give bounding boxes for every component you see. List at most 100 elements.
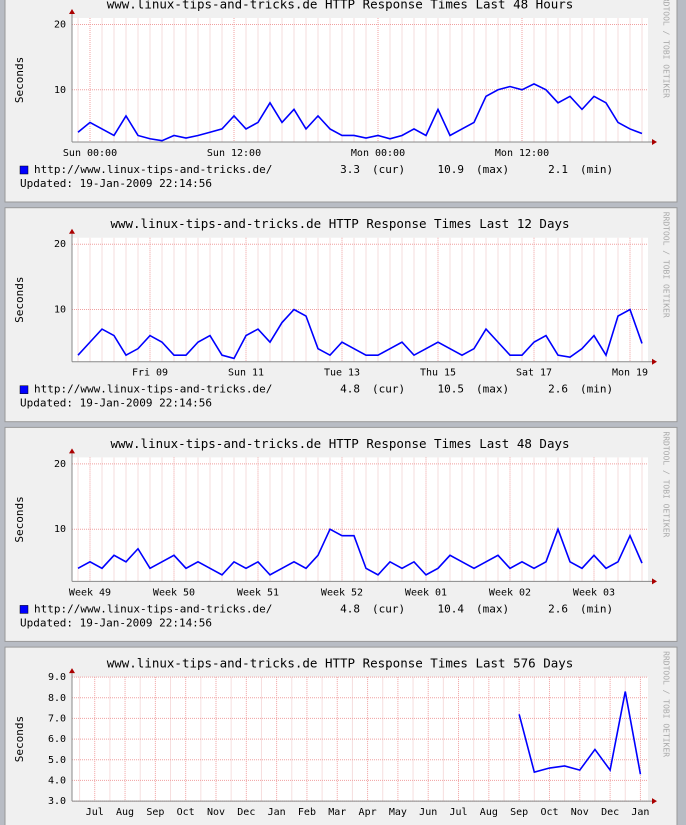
watermark: RRDTOOL / TOBI OETIKER <box>662 431 671 537</box>
chart-title: www.linux-tips-and-tricks.de HTTP Respon… <box>107 0 574 12</box>
x-tick-label: Week 02 <box>489 587 531 598</box>
chart-title: www.linux-tips-and-tricks.de HTTP Respon… <box>110 216 569 231</box>
x-axis-arrow <box>652 798 657 805</box>
x-tick-label: Oct <box>177 807 195 818</box>
x-tick-label: Week 49 <box>69 587 111 598</box>
x-tick-label: Week 50 <box>153 587 195 598</box>
plot-area <box>72 237 648 362</box>
x-tick-label: Sat 17 <box>516 368 552 379</box>
legend-swatch <box>19 385 29 394</box>
y-tick-label: 8.0 <box>48 693 66 704</box>
legend-label: http://www.linux-tips-and-tricks.de/ <box>34 163 272 176</box>
y-tick-label: 9.0 <box>48 672 66 683</box>
legend-label: http://www.linux-tips-and-tricks.de/ <box>34 602 272 615</box>
y-tick-label: 20 <box>54 20 66 31</box>
stat-label: (cur) <box>372 163 405 176</box>
updated-text: Updated: 19-Jan-2009 22:14:56 <box>20 177 212 190</box>
stat-value: 10.4 <box>438 602 465 615</box>
watermark: RRDTOOL / TOBI OETIKER <box>662 0 671 98</box>
y-axis-arrow <box>69 228 75 234</box>
stat-value: 4.8 <box>340 602 360 615</box>
x-tick-label: Sun 12:00 <box>207 148 261 159</box>
stat-value: 4.8 <box>340 383 360 396</box>
x-axis-arrow <box>652 358 657 365</box>
x-tick-label: Thu 15 <box>420 368 456 379</box>
x-tick-label: Jan <box>631 807 649 818</box>
stat-label: (min) <box>580 163 613 176</box>
y-axis-arrow <box>69 9 75 14</box>
y-tick-label: 10 <box>54 85 66 96</box>
x-tick-label: Sep <box>146 807 164 818</box>
legend-swatch <box>19 605 29 614</box>
x-tick-label: Mon 19 <box>612 368 648 379</box>
y-tick-label: 5.0 <box>48 755 66 766</box>
y-tick-label: 7.0 <box>48 713 66 724</box>
watermark: RRDTOOL / TOBI OETIKER <box>662 651 671 757</box>
updated-text: Updated: 19-Jan-2009 22:14:56 <box>20 616 212 629</box>
x-tick-label: Aug <box>116 807 134 818</box>
x-tick-label: Mon 00:00 <box>351 148 405 159</box>
stat-value: 3.3 <box>340 163 360 176</box>
stat-label: (min) <box>580 383 613 396</box>
data-line <box>77 526 643 576</box>
x-tick-label: Sun 00:00 <box>63 148 117 159</box>
data-line <box>77 308 643 360</box>
x-tick-label: Jul <box>86 807 104 818</box>
x-tick-label: Mar <box>328 807 346 818</box>
x-tick-label: Week 01 <box>405 587 447 598</box>
x-axis-arrow <box>652 578 657 585</box>
stat-value: 2.6 <box>548 383 568 396</box>
x-tick-label: May <box>389 807 407 818</box>
stat-label: (min) <box>580 602 613 615</box>
x-tick-label: Aug <box>480 807 498 818</box>
chart-title: www.linux-tips-and-tricks.de HTTP Respon… <box>107 656 574 671</box>
stat-value: 2.1 <box>548 163 568 176</box>
x-tick-label: Mon 12:00 <box>495 148 549 159</box>
x-tick-label: Jun <box>419 807 437 818</box>
x-tick-label: Week 03 <box>573 587 615 598</box>
x-tick-label: Week 52 <box>321 587 363 598</box>
x-tick-label: Sep <box>510 807 528 818</box>
y-axis-arrow <box>69 668 75 674</box>
x-tick-label: Sun 11 <box>228 368 264 379</box>
x-tick-label: Week 51 <box>237 587 279 598</box>
x-tick-label: Apr <box>359 807 377 818</box>
x-tick-label: Fri 09 <box>132 368 168 379</box>
chart-title: www.linux-tips-and-tricks.de HTTP Respon… <box>110 436 569 451</box>
data-line <box>77 83 643 142</box>
y-tick-label: 10 <box>54 304 66 315</box>
x-tick-label: Nov <box>571 807 589 818</box>
x-tick-label: Tue 13 <box>324 368 360 379</box>
x-axis-arrow <box>652 139 657 145</box>
y-axis-label: Seconds <box>13 496 26 542</box>
stat-label: (max) <box>476 602 509 615</box>
x-tick-label: Dec <box>237 807 255 818</box>
data-line <box>518 691 642 775</box>
y-tick-label: 20 <box>54 239 66 250</box>
stat-label: (cur) <box>372 383 405 396</box>
stat-label: (cur) <box>372 602 405 615</box>
legend-swatch <box>19 165 29 175</box>
y-axis-label: Seconds <box>13 716 26 762</box>
y-tick-label: 10 <box>54 524 66 535</box>
x-tick-label: Nov <box>207 807 225 818</box>
stat-value: 10.5 <box>438 383 465 396</box>
x-tick-label: Jul <box>449 807 467 818</box>
y-tick-label: 20 <box>54 459 66 470</box>
watermark: RRDTOOL / TOBI OETIKER <box>662 212 671 318</box>
x-tick-label: Oct <box>540 807 558 818</box>
plot-area <box>72 18 648 142</box>
updated-text: Updated: 19-Jan-2009 22:14:56 <box>20 397 212 410</box>
stat-label: (max) <box>476 383 509 396</box>
y-tick-label: 3.0 <box>48 796 66 807</box>
y-tick-label: 4.0 <box>48 775 66 786</box>
y-axis-arrow <box>69 448 75 454</box>
x-tick-label: Feb <box>298 807 316 818</box>
stat-value: 10.9 <box>438 163 465 176</box>
x-tick-label: Jan <box>268 807 286 818</box>
y-tick-label: 6.0 <box>48 734 66 745</box>
y-axis-label: Seconds <box>13 57 26 103</box>
x-tick-label: Dec <box>601 807 619 818</box>
